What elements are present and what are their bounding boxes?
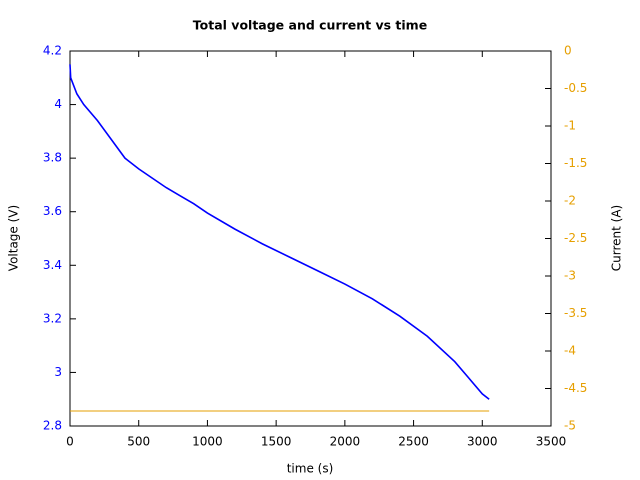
y-tick-label: 3.2 <box>43 311 62 325</box>
series-line <box>69 64 490 400</box>
y2-tick-label: -3.5 <box>564 306 587 320</box>
y2-tick-label: -1 <box>564 119 576 133</box>
x-tick-label: 2000 <box>330 435 361 449</box>
y-tick-label: 3.8 <box>43 151 62 165</box>
x-tick-label: 3500 <box>536 435 567 449</box>
y-tick-label: 3.4 <box>43 258 62 272</box>
y-tick-label: 3.6 <box>43 204 62 218</box>
y-tick-label: 2.8 <box>43 419 62 433</box>
y2-tick-label: -3 <box>564 269 576 283</box>
x-tick-label: 3000 <box>467 435 498 449</box>
y-tick-label: 3 <box>54 365 62 379</box>
y2-tick-label: -4.5 <box>564 381 587 395</box>
x-tick-label: 2500 <box>398 435 429 449</box>
y-tick-label: 4.2 <box>43 44 62 58</box>
plot-frame <box>69 50 552 427</box>
y2-axis-label: Current (A) <box>610 205 624 271</box>
y2-tick-label: -4 <box>564 344 576 358</box>
y-axis-label: Voltage (V) <box>7 205 21 271</box>
y2-tick-label: 0 <box>564 44 572 58</box>
x-tick-label: 0 <box>66 435 74 449</box>
x-tick-label: 1000 <box>192 435 223 449</box>
chart-title: Total voltage and current vs time <box>193 18 427 33</box>
y2-tick-label: -2.5 <box>564 231 587 245</box>
y2-tick-label: -1.5 <box>564 156 587 170</box>
x-tick-label: 500 <box>127 435 150 449</box>
y2-tick-label: -2 <box>564 194 576 208</box>
x-tick-label: 1500 <box>261 435 292 449</box>
y2-tick-label: -0.5 <box>564 81 587 95</box>
y-tick-label: 4 <box>54 97 62 111</box>
x-axis-label: time (s) <box>287 462 334 476</box>
y2-tick-label: -5 <box>564 419 576 433</box>
